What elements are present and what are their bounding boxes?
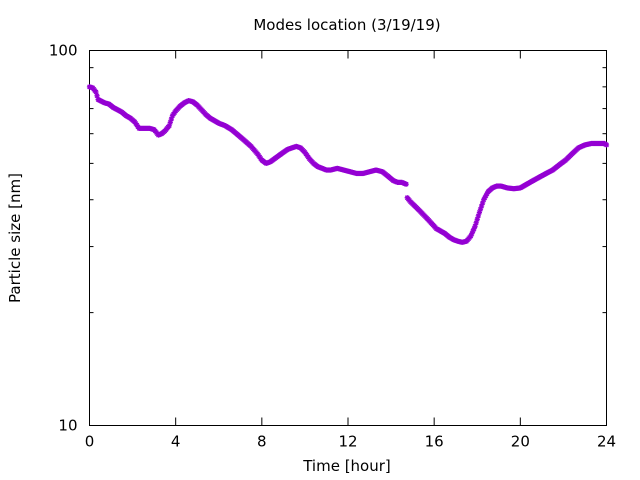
y-tick-label: 100 — [49, 42, 78, 60]
x-axis-label: Time [hour] — [302, 457, 391, 475]
x-tick-label: 12 — [338, 433, 357, 451]
data-point — [603, 142, 610, 148]
axis-ticks — [89, 50, 607, 426]
axis-tick-labels: 0 4 8 12 16 20 24 10 100 — [49, 42, 616, 451]
y-tick-label: 10 — [58, 417, 77, 435]
x-tick-label: 20 — [511, 433, 530, 451]
x-tick-label: 16 — [425, 433, 444, 451]
x-tick-label: 4 — [171, 433, 181, 451]
y-axis-label: Particle size [nm] — [6, 173, 24, 303]
x-tick-label: 24 — [597, 433, 616, 451]
x-tick-label: 8 — [257, 433, 267, 451]
x-tick-label: 0 — [85, 433, 95, 451]
chart-title: Modes location (3/19/19) — [253, 16, 440, 34]
plot-frame — [89, 50, 607, 426]
data-point — [403, 181, 409, 187]
data-series — [86, 84, 610, 245]
